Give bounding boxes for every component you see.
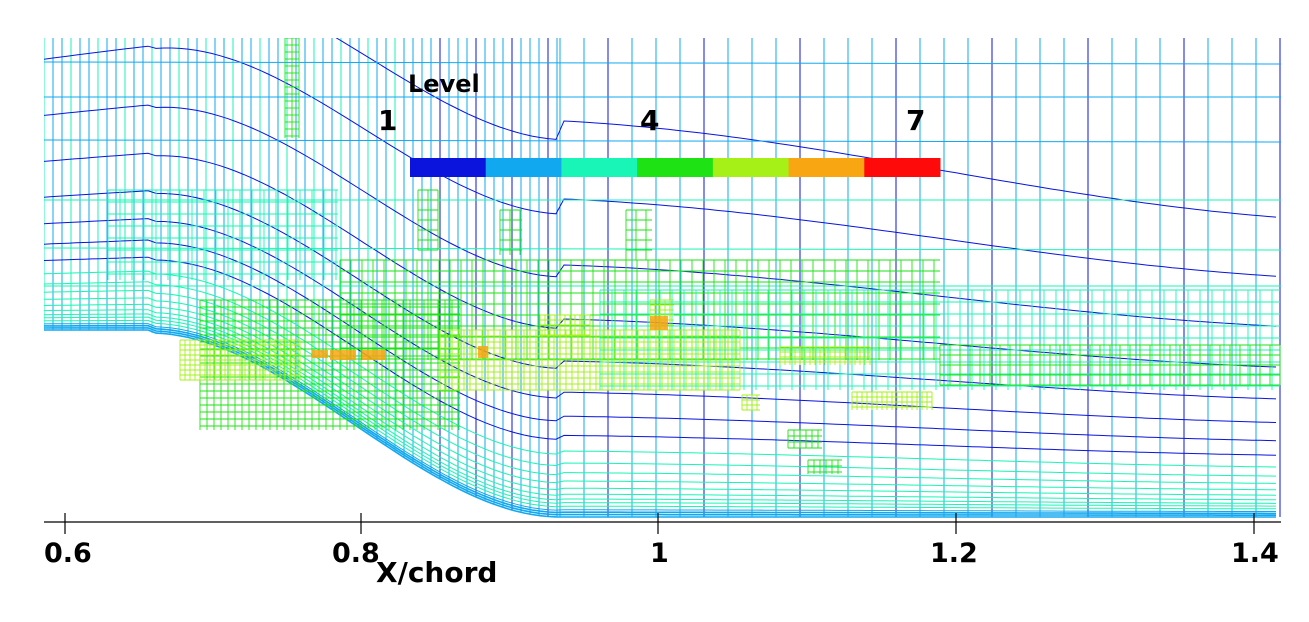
- mesh-refined-regions: [107, 38, 1281, 474]
- level-6-cell-4: [478, 346, 488, 358]
- mesh-line-h-20: [335, 38, 1277, 218]
- refined-patch-5: [939, 344, 1281, 386]
- level-6-cell-5: [650, 316, 668, 330]
- refined-patch-11: [741, 394, 760, 411]
- x-axis-label: X/chord: [376, 556, 497, 589]
- mesh-line-far-0: [44, 61, 1281, 65]
- refined-patch-7: [539, 314, 591, 336]
- mesh-line-h-13: [44, 256, 1277, 456]
- level-6-cell-1: [312, 350, 328, 358]
- refined-patch-14: [417, 189, 439, 251]
- refined-patch-8: [179, 339, 301, 381]
- refined-patch-16: [625, 209, 652, 261]
- legend-swatch-2: [485, 158, 562, 177]
- legend-tick-7: 7: [906, 104, 925, 137]
- refined-patch-6: [439, 329, 741, 391]
- refined-patch-10: [851, 391, 933, 410]
- refined-patch-13: [807, 459, 842, 474]
- mesh-line-far-4: [44, 247, 1281, 251]
- refined-patch-1: [107, 189, 338, 280]
- mesh-line-h-15: [44, 218, 1277, 423]
- x-tick-label-1: 1: [650, 538, 669, 569]
- refined-patch-9: [779, 346, 871, 365]
- legend-swatch-6: [788, 158, 865, 177]
- refined-patch-15: [499, 209, 522, 255]
- x-tick-label-0.8: 0.8: [332, 538, 380, 569]
- mesh-area: [44, 38, 1281, 518]
- legend-tick-4: 4: [640, 104, 659, 137]
- mesh-high-level-cells: [312, 316, 668, 360]
- level-6-cell-3: [362, 350, 386, 360]
- x-tick-label-0.6: 0.6: [44, 538, 92, 569]
- x-tick-label-1.4: 1.4: [1231, 538, 1279, 569]
- mesh-line-h-14: [44, 239, 1277, 442]
- color-legend: Level 1 4 7: [378, 70, 941, 177]
- x-tick-label-1.2: 1.2: [930, 538, 978, 569]
- legend-title: Level: [408, 70, 480, 98]
- mesh-line-h-19: [44, 45, 1277, 277]
- x-axis: 0.6 0.8 1 1.2 1.4 X/chord: [44, 513, 1281, 589]
- mesh-vertical-lines: [44, 38, 1281, 517]
- legend-color-bar: [410, 158, 941, 177]
- legend-swatch-4: [637, 158, 714, 177]
- refined-patch-12: [787, 429, 822, 449]
- mesh-line-h-12: [44, 270, 1277, 468]
- legend-swatch-7: [864, 158, 941, 177]
- legend-tick-1: 1: [378, 104, 397, 137]
- mesh-horizontal-lines: [44, 38, 1281, 518]
- legend-swatch-5: [712, 158, 790, 177]
- level-6-cell-2: [330, 350, 356, 360]
- refined-patch-17: [284, 38, 300, 138]
- legend-swatch-1: [410, 158, 487, 177]
- refined-patch-3: [339, 259, 940, 360]
- legend-swatch-3: [561, 158, 638, 177]
- mesh-line-h-18: [44, 104, 1277, 327]
- mesh-line-far-2: [44, 139, 1281, 143]
